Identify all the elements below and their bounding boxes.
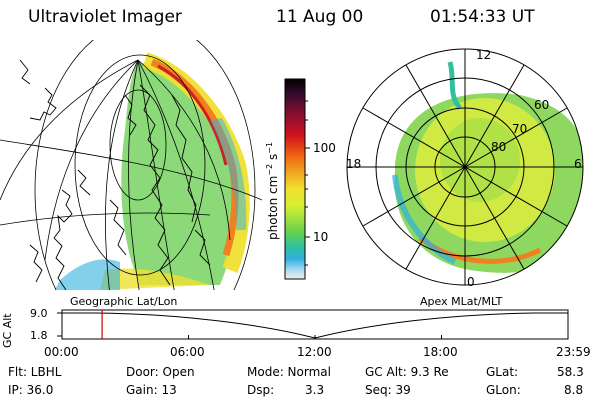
colorbar: [284, 78, 306, 280]
right-panel-label: Apex MLat/MLT: [420, 295, 503, 308]
info-glat-label: GLat:: [486, 365, 519, 379]
oval-blue-edge: [392, 174, 457, 265]
lat-grid: [0, 40, 262, 290]
mlt-label-12: 12: [476, 48, 492, 62]
timeline-plot: [57, 309, 569, 340]
auroral-bottom-patch: [100, 268, 210, 290]
mlt-label-18: 18: [346, 157, 362, 171]
timeline-ytick-top: 9.0: [30, 307, 48, 320]
info-gc-alt: GC Alt: 9.3 Re: [365, 365, 449, 379]
coastlines: [19, 59, 211, 290]
info-ip: IP: 36.0: [8, 383, 54, 397]
auroral-edge-blue: [55, 259, 120, 290]
timeline-ytick-bottom: 1.8: [30, 329, 48, 342]
colorbar-tick-10: 10: [313, 230, 329, 244]
timeline-xtick-0: 00:00: [44, 345, 79, 359]
timeline-xtick-3: 18:00: [423, 345, 458, 359]
info-dsp-value: 3.3: [305, 383, 325, 397]
left-panel-label: Geographic Lat/Lon: [70, 295, 178, 308]
info-gain: Gain: 13: [126, 383, 177, 397]
gc-alt-curve: [62, 312, 568, 339]
auroral-dim-patch: [210, 118, 247, 230]
mlat-label-60: 60: [534, 98, 550, 112]
polar-cap: [440, 118, 520, 202]
info-glon-label: GLon:: [486, 383, 521, 397]
colorbar-ticks: [305, 100, 310, 266]
mlt-label-0: 0: [467, 275, 475, 289]
instrument-title: Ultraviolet Imager: [28, 7, 182, 27]
info-glat-value: 58.3: [557, 365, 584, 379]
mlt-label-6: 6: [574, 157, 582, 171]
mlat-label-70: 70: [512, 122, 528, 136]
timeline-ylabel: GC Alt: [1, 313, 14, 348]
info-dsp-label: Dsp:: [247, 383, 275, 397]
timeline-xtick-2: 12:00: [297, 345, 332, 359]
auroral-band-red: [157, 64, 228, 166]
date-label: 11 Aug 00: [276, 7, 364, 27]
info-flt: Flt: LBHL: [8, 365, 62, 379]
colorbar-tick-100: 100: [313, 141, 336, 155]
info-seq: Seq: 39: [365, 383, 411, 397]
timeline-xtick-4: 23:59: [556, 345, 591, 359]
polar-grid: [346, 48, 584, 286]
time-label: 01:54:33 UT: [430, 7, 535, 27]
geographic-map: [0, 40, 262, 290]
auroral-oval-glow: [121, 62, 236, 285]
info-glon-value: 8.8: [564, 383, 584, 397]
polar-map: [346, 48, 584, 286]
info-door: Door: Open: [126, 365, 195, 379]
timeline-xtick-1: 06:00: [170, 345, 205, 359]
mlat-label-80: 80: [491, 140, 507, 154]
dayside-cusp: [447, 61, 462, 110]
info-mode: Mode: Normal: [247, 365, 331, 379]
colorbar-unit-label: photon cm−2 s−1: [265, 141, 280, 240]
